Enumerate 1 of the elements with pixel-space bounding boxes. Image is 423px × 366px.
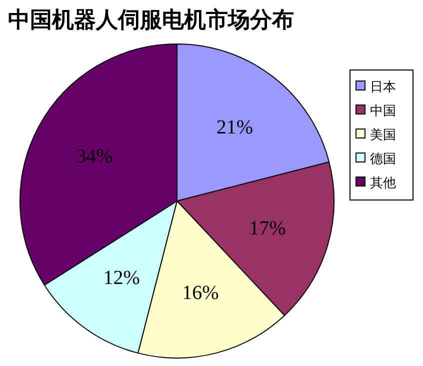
title: 中国机器人伺服电机市场分布 xyxy=(8,8,294,33)
